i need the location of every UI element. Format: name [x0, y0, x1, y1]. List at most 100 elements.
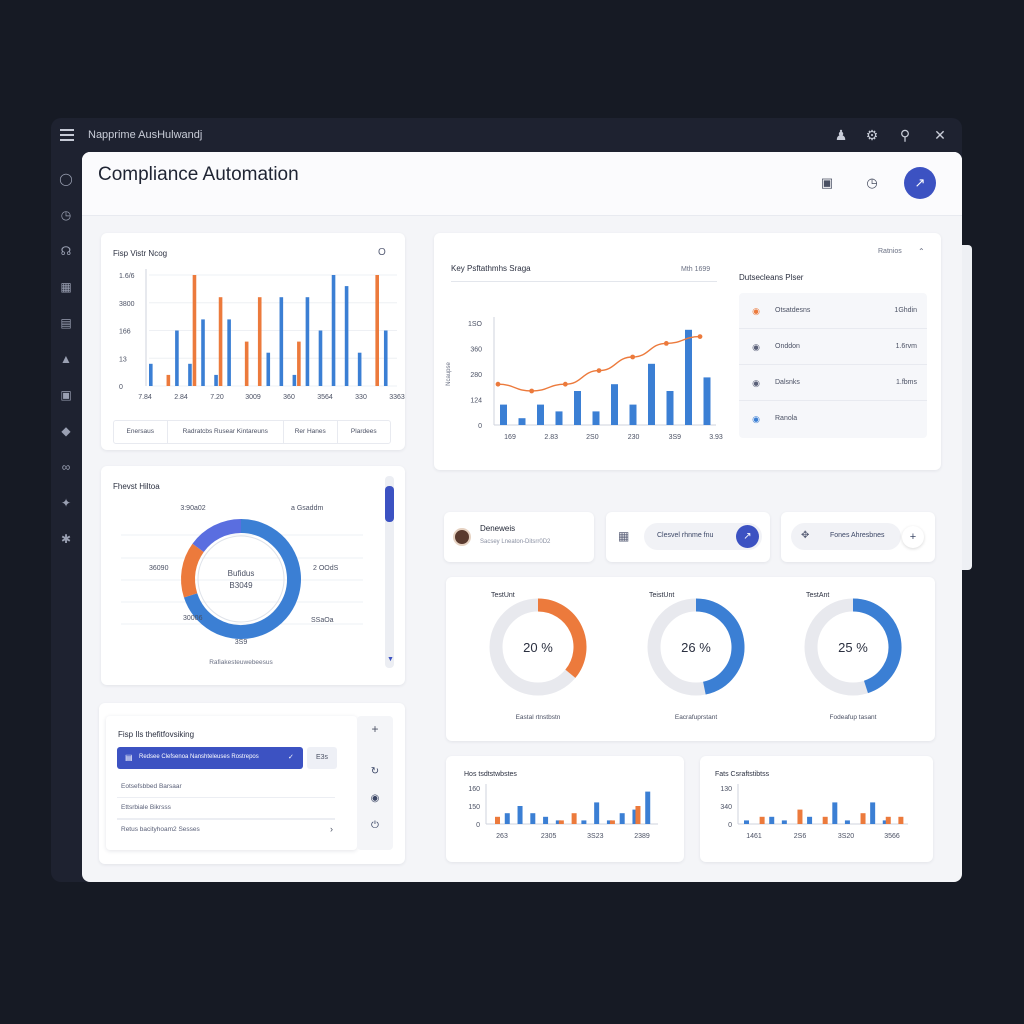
side-title: Dutsecleans Plser — [739, 273, 804, 282]
bar — [227, 319, 231, 386]
status-row[interactable]: ◉ Onddon 1.6rvm — [739, 329, 927, 365]
scrollbar-thumb[interactable] — [385, 486, 394, 522]
calendar-icon[interactable]: ▦ — [60, 280, 72, 294]
headset-icon[interactable]: ☊ — [60, 244, 72, 258]
user-icon[interactable]: ♟ — [834, 127, 848, 143]
status-row[interactable]: ◉ Dalsnks 1.fbms — [739, 365, 927, 401]
hamburger-menu-icon[interactable] — [60, 129, 74, 141]
profile-card[interactable]: Deneweis Sacsey Lneaton-Ditsrr0D2 — [444, 512, 594, 562]
link-icon[interactable]: ∞ — [61, 460, 71, 474]
pin-icon[interactable]: ✦ — [60, 496, 72, 510]
status-value: 1.6rvm — [895, 343, 917, 350]
x-tick-label: 330 — [355, 394, 367, 401]
bar — [844, 820, 850, 824]
status-value: 1Ghdin — [894, 307, 917, 314]
record-icon[interactable]: ◉ — [370, 793, 380, 804]
side-scroll-tab[interactable] — [962, 245, 972, 570]
bar — [898, 816, 904, 824]
check-icon: ✓ — [288, 754, 294, 761]
donut-slice — [181, 543, 204, 598]
gauge-group: TestUnt 20 % Eastal rtnstbstn TeistUnt 26 % E… — [489, 592, 902, 721]
list-card: Fisp Ils thefitfovsiking ▤ Redsee Clefse… — [99, 703, 405, 864]
list-item[interactable]: Retus bacityhoam2 Sesses › — [117, 819, 335, 840]
mini-chart-card-2: Fats Csraftstibtss 130 340 0 1461 2S6 3S20 356… — [700, 756, 933, 862]
bar — [744, 820, 749, 824]
gauges-card: TestUnt 20 % Eastal rtnstbstn TeistUnt 26 % E… — [446, 577, 935, 741]
list-item[interactable]: Ettsrbiale Bikrsss — [117, 798, 335, 819]
chevron-down-icon[interactable]: ▼ — [387, 656, 394, 663]
trend-point — [697, 334, 703, 339]
document-icon[interactable]: ▤ — [60, 316, 72, 330]
bar — [619, 813, 625, 824]
gauge-arc — [852, 598, 902, 694]
y-tick-label: 0 — [478, 423, 482, 430]
y-tick-label: 1SO — [468, 321, 483, 328]
avatar-button[interactable]: ↗ — [904, 167, 936, 199]
action-pill[interactable]: Clesvel rhnme fnu ↗ — [644, 523, 762, 550]
bar — [266, 352, 271, 386]
plus-icon[interactable]: + — [371, 722, 379, 736]
action-pill-2[interactable]: ✥ Fones Ahresbnes — [791, 523, 901, 550]
filter-tab[interactable]: Plardees — [336, 421, 391, 443]
scrollbar-track[interactable] — [385, 476, 394, 668]
list-panel: Fisp Ils thefitfovsiking ▤ Redsee Clefse… — [106, 716, 357, 850]
bar — [530, 813, 536, 824]
bar — [192, 275, 197, 386]
list-item[interactable]: Eotsefsbbed Barsaar — [117, 777, 335, 798]
x-tick-label: 2.83 — [544, 434, 558, 441]
bar — [318, 330, 323, 386]
layout-icon[interactable]: ▣ — [820, 175, 834, 190]
selected-list-item[interactable]: ▤ Redsee Clefsenoa Nanshteleuses Rostrep… — [117, 747, 303, 769]
card-icon: ◉ — [752, 342, 760, 352]
globe-icon[interactable]: ◯ — [59, 172, 73, 186]
y-tick-label: 124 — [470, 398, 482, 405]
bar — [870, 802, 876, 824]
card-title: Fats Csraftstibtss — [715, 771, 770, 778]
action-card: ▦ Clesvel rhnme fnu ↗ — [606, 512, 770, 562]
bag-icon[interactable]: ▣ — [60, 388, 72, 402]
power-icon[interactable]: ⏻ — [371, 820, 379, 831]
chip[interactable]: E3s — [307, 747, 337, 769]
bar — [344, 286, 349, 386]
action-button[interactable]: ↗ — [736, 525, 759, 548]
selected-item-label: Redsee Clefsenoa Nanshteleuses Rostrepos — [139, 754, 259, 760]
status-row[interactable]: ◉ Ranola — [739, 401, 927, 437]
grid-icon[interactable]: ▦ — [618, 529, 630, 543]
close-icon[interactable]: ✕ — [934, 127, 946, 143]
bar-chart-card: Fisp Vistr Ncog O 1.6/6 3800 166 13 0 7.84 2.8… — [101, 233, 405, 450]
bar — [383, 330, 388, 386]
chevron-up-icon[interactable]: ⌃ — [918, 247, 925, 256]
card-title: Key Psftathmhs Sraga — [451, 264, 531, 273]
filter-tab[interactable]: Radratcbs Rusear Kintareuns — [166, 421, 284, 443]
bar — [500, 404, 507, 425]
gauge-value: 20 % — [523, 640, 553, 655]
status-row[interactable]: ◉ Otsatdesns 1Ghdin — [739, 293, 927, 329]
filter-tab[interactable]: Enersaus — [126, 428, 154, 435]
bar — [555, 820, 561, 824]
tag-icon[interactable]: ◆ — [61, 424, 71, 438]
filter-tab[interactable]: Rer Hanes — [283, 421, 337, 443]
status-label: Dalsnks — [775, 379, 800, 386]
refresh-icon[interactable]: ↻ — [370, 766, 380, 777]
move-icon: ✥ — [801, 530, 810, 541]
search-icon[interactable]: ⚲ — [899, 127, 911, 143]
settings-icon[interactable]: ⚙ — [865, 127, 879, 143]
list-item-label: Eotsefsbbed Barsaar — [121, 783, 182, 790]
chevron-right-icon[interactable]: › — [330, 824, 333, 834]
bar — [201, 319, 205, 386]
bar-chart: 1.6/6 3800 166 13 0 7.84 2.84 7.20 3009 360 3564 33… — [119, 269, 405, 401]
period-label: Mth 1699 — [681, 266, 711, 273]
bar — [606, 820, 612, 824]
card-menu-icon[interactable]: O — [378, 247, 386, 258]
car-icon[interactable]: ▲ — [60, 352, 72, 366]
add-button[interactable]: + — [902, 526, 924, 548]
card-title: Fisp Vistr Ncog — [113, 249, 168, 258]
puzzle-icon[interactable]: ✱ — [60, 532, 72, 546]
clock-icon[interactable]: ◷ — [60, 208, 72, 222]
y-tick-label: 280 — [470, 372, 482, 379]
timer-icon[interactable]: ◷ — [866, 175, 878, 190]
x-tick-label: 3009 — [245, 394, 261, 401]
y-tick-label: 13 — [119, 356, 127, 363]
x-tick-label: 3S20 — [838, 833, 854, 840]
x-tick-label: 3363 — [389, 394, 405, 401]
